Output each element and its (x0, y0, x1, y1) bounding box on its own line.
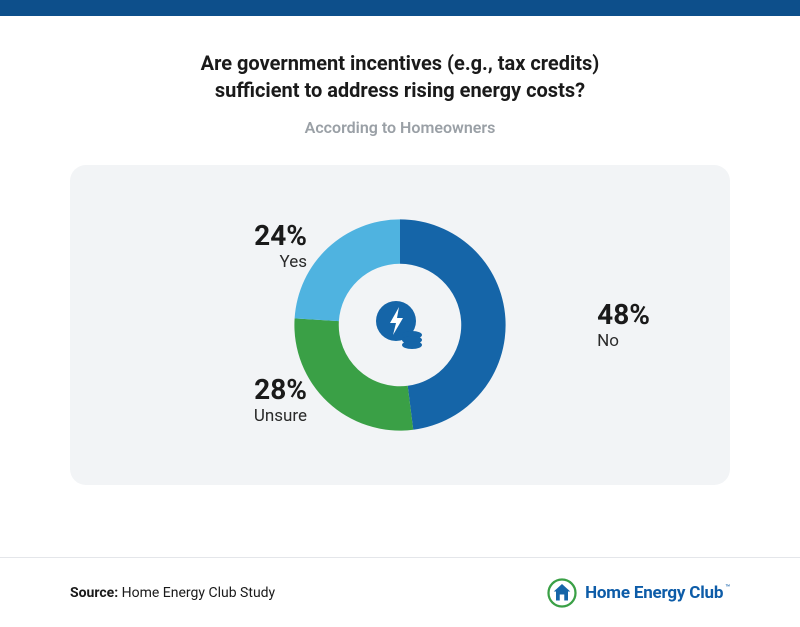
source-prefix: Source: (70, 585, 118, 601)
source-text: Home Energy Club Study (122, 585, 276, 601)
source-citation: Source: Home Energy Club Study (70, 585, 275, 601)
footer: Source: Home Energy Club Study Home Ener… (0, 557, 800, 627)
chart-card: 24% Yes 48% No 28% Unsure (70, 165, 730, 485)
label-no-name: No (597, 331, 650, 351)
label-no-pct: 48% (597, 298, 650, 331)
brand-lockup: Home Energy Club™ (547, 578, 730, 608)
subtitle: According to Homeowners (80, 118, 720, 137)
bolt-coins-icon (370, 295, 430, 355)
header-accent-bar (0, 0, 800, 16)
donut-chart (290, 215, 510, 435)
brand-door (560, 594, 565, 600)
label-no: 48% No (597, 298, 650, 351)
title-line-2: sufficient to address rising energy cost… (80, 77, 720, 104)
title-line-1: Are government incentives (e.g., tax cre… (80, 50, 720, 77)
trademark-symbol: ™ (725, 583, 730, 592)
brand-logo-icon (547, 578, 577, 608)
center-icon (370, 295, 430, 355)
coins-icon (402, 331, 422, 349)
title-block: Are government incentives (e.g., tax cre… (0, 50, 800, 137)
brand-name: Home Energy Club™ (585, 583, 730, 603)
